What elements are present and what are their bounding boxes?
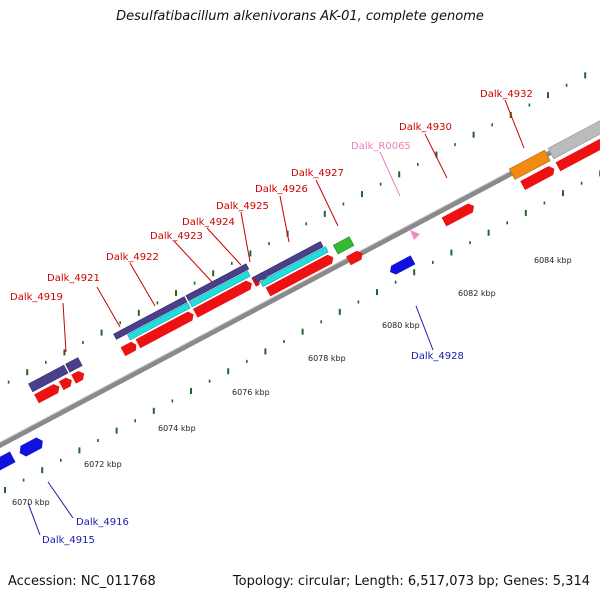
gene-bar-orange[interactable] xyxy=(508,149,551,180)
ruler-label: 6084 kbp xyxy=(534,256,572,265)
gene-label[interactable]: Dalk_4924 xyxy=(182,217,235,228)
gene-label[interactable]: Dalk_4919 xyxy=(10,292,63,303)
gene-bar-purple[interactable] xyxy=(28,364,69,393)
gene-bar-purple[interactable] xyxy=(113,296,188,340)
gene-bar-green[interactable] xyxy=(332,236,355,255)
gene-label[interactable]: Dalk_4915 xyxy=(42,535,95,546)
gene-bar-cyan[interactable] xyxy=(259,246,329,288)
gene-arrow-reverse[interactable] xyxy=(388,255,416,276)
gene-arrow-forward[interactable] xyxy=(34,382,62,404)
genome-summary-text: Topology: circular; Length: 6,517,073 bp… xyxy=(232,574,590,589)
gene-arrow-forward[interactable] xyxy=(441,202,477,227)
gene-label[interactable]: Dalk_4927 xyxy=(291,168,344,179)
ruler-label: 6072 kbp xyxy=(84,460,122,469)
gene-arrow-forward[interactable] xyxy=(265,253,336,297)
gene-label[interactable]: Dalk_4926 xyxy=(255,184,308,195)
gene-label[interactable]: Dalk_4922 xyxy=(106,252,159,263)
gene-label[interactable]: Dalk_4925 xyxy=(216,201,269,212)
ruler-label: 6082 kbp xyxy=(458,289,496,298)
rna-marker[interactable] xyxy=(410,230,420,240)
gene-label[interactable]: Dalk_4923 xyxy=(150,231,203,242)
gene-bar-purple[interactable] xyxy=(252,241,324,283)
gene-bar-cyan[interactable] xyxy=(127,302,191,341)
gene-bar-cyan[interactable] xyxy=(188,270,251,308)
gene-label[interactable]: Dalk_4928 xyxy=(411,351,464,362)
gene-arrow-forward[interactable] xyxy=(346,249,365,266)
gene-arrow-forward[interactable] xyxy=(555,130,600,172)
gene-arrow-forward[interactable] xyxy=(71,369,86,384)
gene-bar-gray[interactable] xyxy=(547,115,600,160)
accession-text: Accession: NC_011768 xyxy=(8,574,156,589)
gene-arrow-reverse[interactable] xyxy=(17,436,46,459)
gene-label[interactable]: Dalk_R0065 xyxy=(351,141,411,152)
gene-arrow-forward[interactable] xyxy=(520,164,556,191)
gene-bar-purple[interactable] xyxy=(185,263,250,302)
gene-arrow-reverse[interactable] xyxy=(0,451,16,472)
genome-backbone xyxy=(0,122,600,449)
feature-tracks xyxy=(0,115,600,472)
gene-arrow-forward[interactable] xyxy=(120,340,139,357)
ruler-label: 6070 kbp xyxy=(12,498,50,507)
gene-arrow-forward[interactable] xyxy=(135,310,196,349)
gene-arrow-forward[interactable] xyxy=(58,376,74,391)
tick-track-lower xyxy=(4,170,600,493)
gene-label[interactable]: Dalk_4932 xyxy=(480,89,533,100)
gene-arrow-forward[interactable] xyxy=(192,279,254,318)
gene-label[interactable]: Dalk_4921 xyxy=(47,273,100,284)
gene-bar-purple[interactable] xyxy=(65,357,83,373)
ruler-label: 6076 kbp xyxy=(232,388,270,397)
gene-labels: Dalk_4919 Dalk_4921 Dalk_4922 Dalk_4923 … xyxy=(10,89,533,546)
ruler-label: 6074 kbp xyxy=(158,424,196,433)
gene-label[interactable]: Dalk_4916 xyxy=(76,517,129,528)
label-leaders xyxy=(27,99,525,536)
tick-track-upper xyxy=(7,72,587,384)
genome-title: Desulfatibacillum alkenivorans AK-01, co… xyxy=(116,9,484,24)
ruler-label: 6080 kbp xyxy=(382,321,420,330)
gene-label[interactable]: Dalk_4930 xyxy=(399,122,452,133)
ruler-label: 6078 kbp xyxy=(308,354,346,363)
ruler-labels: 6070 kbp 6072 kbp 6074 kbp 6076 kbp 6078… xyxy=(12,256,572,507)
